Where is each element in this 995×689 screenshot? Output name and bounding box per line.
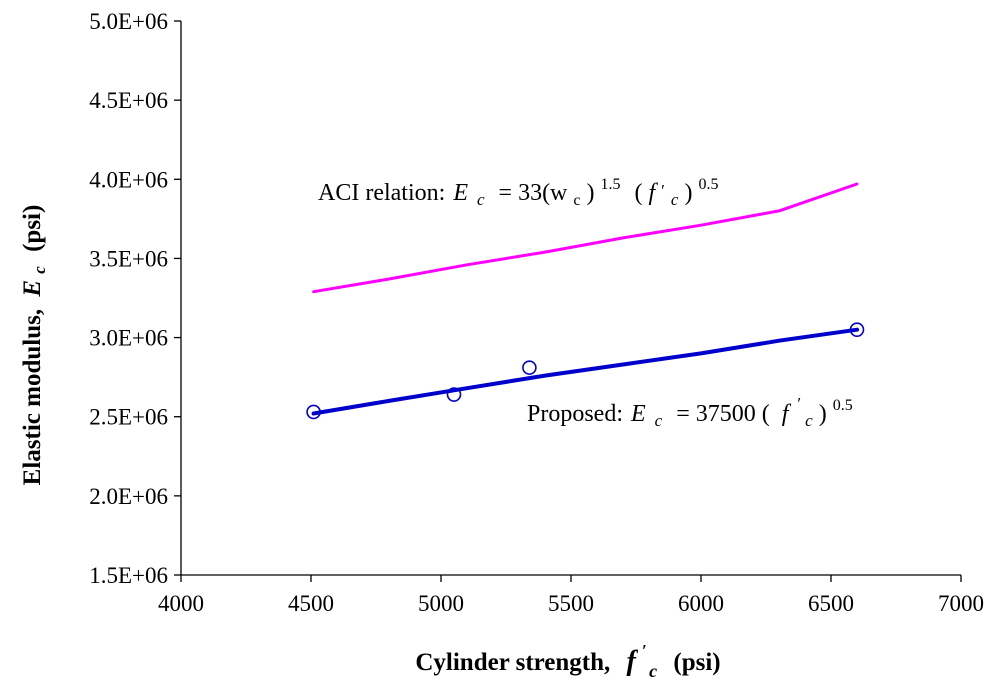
x-axis-title-prime: ′ [642,641,647,660]
aci-f: f [649,180,659,206]
x-axis-title-unit: (psi) [673,649,720,676]
series-line-1 [311,327,859,416]
aci-e: E [452,180,468,206]
data-point [446,387,462,402]
x-axis-title-prefix: Cylinder strength, [415,649,610,676]
data-point [849,322,865,337]
aci-prefix: ACI relation: [318,180,445,206]
x-tick-label: 6500 [808,591,854,616]
x-tick-label: 7000 [938,591,984,616]
proposed-prefix: Proposed: [527,401,623,427]
x-axis-title: Cylinder strength, f ′ c (psi) [415,635,720,683]
y-axis-title: Elastic modulus, E c (psi) [19,205,51,486]
aci-exp1: 1.5 [601,176,621,193]
y-tick-label: 2.0E+06 [89,484,168,509]
aci-close: ) [587,180,595,206]
aci-prime: ′ [661,181,665,200]
proposed-annotation: Proposed: E c = 37500 ( f ′ c ) 0.5 [527,389,853,432]
proposed-e-sub: c [655,411,663,430]
y-tick-label: 3.0E+06 [89,326,168,351]
aci-close2: ) [684,180,692,206]
y-tick-label: 5.0E+06 [89,9,168,34]
aci-open2: ( [635,180,643,206]
y-tick-label: 2.5E+06 [89,405,168,430]
proposed-e: E [630,401,646,427]
y-tick-label: 4.5E+06 [89,88,168,113]
x-tick-label: 5500 [548,591,594,616]
proposed-close: ) [819,401,827,427]
aci-e-sub: c [477,190,485,209]
x-axis-title-symbol: f [627,646,639,677]
y-axis-title-symbol: E [19,280,46,298]
aci-f-sub: c [671,190,679,209]
series-group [306,182,865,420]
y-tick-label: 1.5E+06 [89,563,168,588]
aci-exp2: 0.5 [698,176,718,193]
proposed-prime: ′ [797,394,801,413]
y-tick-label: 4.0E+06 [89,167,168,192]
proposed-f-sub: c [805,411,813,430]
y-axis-title-unit: (psi) [19,205,46,252]
tick-group: 4000 4500 5000 5500 6000 6500 7000 1.5E+06 2.0E+… [89,9,984,616]
aci-annotation: ACI relation: E c = 33(w c ) 1.5 ( f ′ c… [318,169,718,211]
data-point [522,360,537,375]
aci-eq: = 33(w [499,180,569,206]
x-tick-label: 4000 [158,591,204,616]
x-tick-label: 4500 [288,591,334,616]
x-axis-title-sub: c [649,661,657,681]
y-tick-label: 3.5E+06 [89,246,168,271]
axes [180,21,961,576]
x-tick-label: 6000 [678,591,724,616]
proposed-eq: = 37500 ( [676,401,770,427]
proposed-exp: 0.5 [833,397,853,414]
aci-w-sub: c [573,192,580,209]
y-axis-title-prefix: Elastic modulus, [19,309,46,485]
x-tick-label: 5000 [418,591,464,616]
data-point [306,404,321,420]
proposed-f: f [782,401,792,427]
series-line-0 [312,182,859,294]
y-axis-title-sub: c [30,266,49,274]
